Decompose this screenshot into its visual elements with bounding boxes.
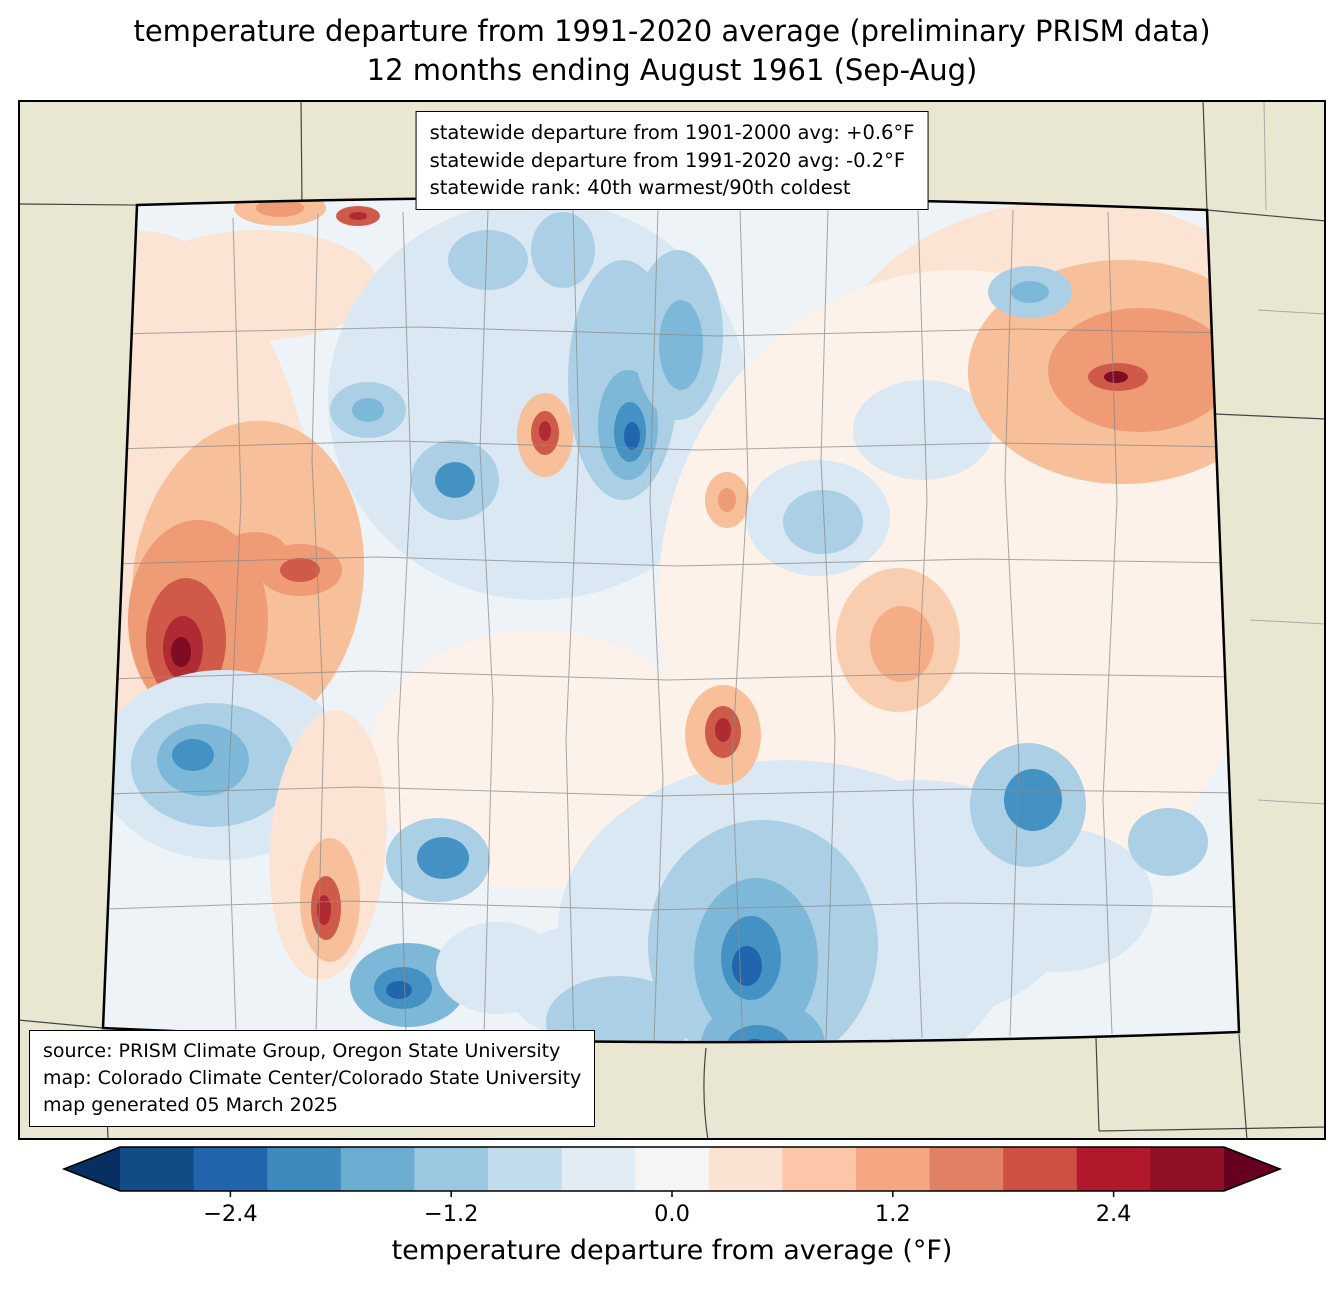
colorbar-scale: [61, 1146, 1283, 1197]
map-title-line1: temperature departure from 1991-2020 ave…: [133, 14, 1211, 48]
colorbar-segment: [929, 1147, 1004, 1191]
map-title-line2: 12 months ending August 1961 (Sep-Aug): [366, 53, 978, 88]
colorbar-arrow-left: [64, 1147, 120, 1191]
source-line-3: map generated 05 March 2025: [43, 1094, 338, 1117]
colorbar-axis-label: temperature departure from average (°F): [391, 1235, 953, 1266]
plot-border: [18, 100, 1326, 1140]
stats-line-1: statewide departure from 1901-2000 avg: …: [429, 121, 915, 144]
colorbar-segment: [488, 1147, 563, 1191]
neighbor-state-lines: [18, 100, 1326, 1140]
colorbar-tick-label: 2.4: [1095, 1201, 1132, 1227]
neighbor-county-lines: [1249, 100, 1326, 805]
colorbar: −2.4 −1.2 0.0 1.2 2.4: [61, 1146, 1283, 1237]
colorbar-segment: [1150, 1147, 1225, 1191]
colorbar-outline: [61, 1146, 1283, 1192]
source-line-1: source: PRISM Climate Group, Oregon Stat…: [43, 1040, 561, 1063]
colorbar-tick-label: 0.0: [654, 1201, 690, 1227]
colorbar-arrow-right: [1224, 1147, 1280, 1191]
colorbar-segment: [120, 1147, 195, 1191]
stats-box: statewide departure from 1901-2000 avg: …: [415, 111, 929, 211]
colorbar-segment: [782, 1147, 857, 1191]
colorbar-segment: [856, 1147, 931, 1191]
colorbar-segment: [635, 1147, 710, 1191]
colorbar-tick-label: −1.2: [423, 1201, 479, 1227]
colorbar-tick-label: −2.4: [203, 1201, 258, 1227]
map-area: statewide departure from 1901-2000 avg: …: [18, 100, 1326, 1140]
source-box: source: PRISM Climate Group, Oregon Stat…: [29, 1030, 596, 1127]
map-title: temperature departure from 1991-2020 ave…: [0, 12, 1344, 90]
source-line-2: map: Colorado Climate Center/Colorado St…: [43, 1067, 582, 1090]
stats-line-2: statewide departure from 1991-2020 avg: …: [429, 148, 906, 172]
colorbar-segment: [414, 1147, 489, 1191]
colorbar-segment: [561, 1147, 636, 1191]
colorbar-segment: [1076, 1147, 1151, 1191]
colorbar-tick-label: 1.2: [874, 1201, 911, 1227]
stats-line-3: statewide rank: 40th warmest/90th coldes…: [429, 176, 851, 200]
colorbar-segment: [267, 1147, 342, 1191]
colorbar-segment: [1003, 1147, 1078, 1191]
temperature-contours: [103, 197, 1239, 1043]
county-lines: [103, 206, 1239, 1043]
colorbar-segment: [708, 1147, 783, 1191]
colorbar-segment: [193, 1147, 268, 1191]
map-canvas: [18, 100, 1326, 1140]
colorbar-segment: [340, 1147, 415, 1191]
